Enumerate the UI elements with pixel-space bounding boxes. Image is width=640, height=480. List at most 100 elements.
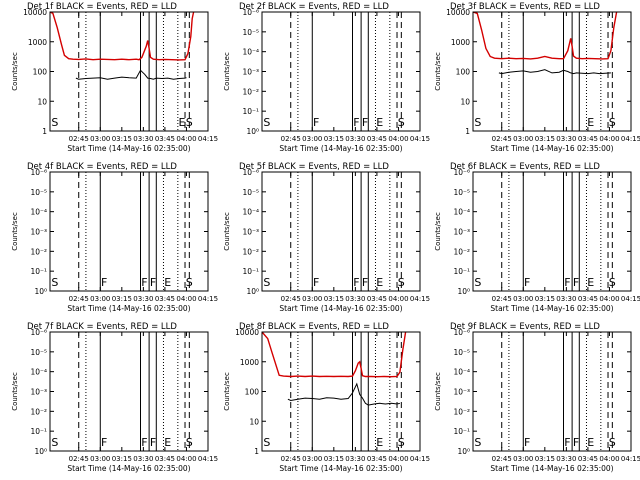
x-tick-label: 03:15: [112, 135, 132, 143]
x-tick-label: 02:45: [69, 455, 89, 463]
region-label: S: [263, 436, 270, 449]
x-tick-label: 04:15: [621, 135, 640, 143]
x-tick-label: 03:45: [155, 295, 175, 303]
region-label: S: [186, 116, 193, 129]
x-tick-label: 04:00: [176, 295, 196, 303]
region-label: S: [398, 436, 405, 449]
x-tick-label: 03:30: [556, 455, 576, 463]
y-tick-label: 10⁻⁶: [30, 168, 47, 177]
y-tick-label: 10000: [446, 8, 470, 17]
region-label: F: [362, 276, 368, 289]
x-tick-label: 03:15: [535, 135, 555, 143]
x-tick-label: 03:30: [345, 135, 365, 143]
x-tick-label: 03:45: [367, 135, 387, 143]
region-label: F: [573, 436, 579, 449]
x-tick-label: 03:30: [133, 455, 153, 463]
region-label: S: [263, 276, 270, 289]
x-tick-label: 03:45: [367, 455, 387, 463]
x-tick-label: 03:30: [345, 295, 365, 303]
y-tick-label: 10⁻⁵: [30, 188, 47, 197]
y-tick-label: 10⁻¹: [242, 107, 259, 116]
y-tick-label: 10⁻¹: [453, 267, 470, 276]
chart-title: Det 9f BLACK = Events, RED = LLD: [450, 322, 600, 332]
y-tick-label: 10⁻¹: [30, 427, 47, 436]
plot-frame: [49, 331, 209, 452]
region-label: S: [609, 276, 616, 289]
x-axis-label: Start Time (14-May-16 02:35:00): [490, 144, 613, 153]
region-label: F: [101, 436, 107, 449]
y-tick-label: 10: [37, 97, 47, 106]
y-tick-label: 10⁻¹: [242, 267, 259, 276]
series-events-line: [287, 382, 401, 406]
plot-frame: [261, 171, 421, 292]
x-tick-label: 02:45: [281, 135, 301, 143]
region-label: E: [587, 276, 594, 289]
plot-frame: [49, 171, 209, 292]
x-tick-label: 03:00: [90, 455, 110, 463]
region-label: S: [609, 116, 616, 129]
region-label: E: [376, 276, 383, 289]
x-axis-label: Start Time (14-May-16 02:35:00): [279, 144, 402, 153]
x-axis-label: Start Time (14-May-16 02:35:00): [490, 304, 613, 313]
x-tick-label: 03:45: [578, 135, 598, 143]
x-tick-label: 03:00: [302, 295, 322, 303]
region-label: S: [51, 116, 58, 129]
y-tick-label: 10⁻³: [30, 388, 47, 397]
y-tick-label: 10⁻¹: [30, 267, 47, 276]
x-tick-label: 03:15: [324, 455, 344, 463]
y-tick-label: 10⁻⁵: [242, 28, 259, 37]
x-tick-label: 03:00: [302, 455, 322, 463]
region-label: F: [564, 436, 570, 449]
y-axis-label: Counts/sec: [11, 372, 19, 411]
x-tick-label: 03:30: [133, 135, 153, 143]
x-tick-label: 04:15: [621, 295, 640, 303]
y-tick-label: 10⁻²: [453, 407, 470, 416]
y-axis-label: Counts/sec: [434, 212, 442, 251]
x-tick-label: 03:15: [324, 295, 344, 303]
x-tick-label: 03:45: [367, 295, 387, 303]
x-tick-label: 03:30: [556, 295, 576, 303]
plot-frame: [472, 11, 632, 132]
y-tick-label: 10⁻³: [242, 228, 259, 237]
y-tick-label: 10⁻⁶: [453, 328, 470, 337]
x-tick-label: 04:15: [198, 135, 218, 143]
series-events-line: [498, 69, 611, 75]
y-axis-label: Counts/sec: [223, 212, 231, 251]
x-tick-label: 04:15: [198, 455, 218, 463]
y-tick-label: 10⁰: [34, 447, 47, 456]
x-tick-label: 03:00: [302, 135, 322, 143]
region-label: S: [398, 116, 405, 129]
x-tick-label: 04:15: [410, 295, 430, 303]
y-axis-label: Counts/sec: [11, 52, 19, 91]
region-label: S: [474, 116, 481, 129]
region-label: E: [164, 436, 171, 449]
y-tick-label: 10⁻⁴: [242, 208, 259, 217]
y-tick-label: 10⁻⁶: [242, 168, 259, 177]
x-axis-label: Start Time (14-May-16 02:35:00): [67, 464, 190, 473]
x-tick-label: 03:00: [90, 135, 110, 143]
region-label: S: [609, 436, 616, 449]
y-tick-label: 10⁰: [246, 287, 259, 296]
x-tick-label: 03:15: [535, 455, 555, 463]
y-tick-label: 10⁻⁶: [453, 168, 470, 177]
x-tick-label: 03:15: [324, 135, 344, 143]
chart-title: Det 6f BLACK = Events, RED = LLD: [450, 162, 600, 172]
region-label: E: [376, 116, 383, 129]
x-tick-label: 02:45: [281, 295, 301, 303]
x-tick-label: 02:45: [281, 455, 301, 463]
x-tick-label: 04:00: [388, 135, 408, 143]
region-label: S: [398, 276, 405, 289]
x-tick-label: 04:00: [388, 455, 408, 463]
region-label: F: [573, 276, 579, 289]
x-tick-label: 03:00: [90, 295, 110, 303]
x-tick-label: 04:00: [599, 455, 619, 463]
plot-frame: [261, 331, 421, 452]
y-tick-label: 100: [33, 68, 48, 77]
x-tick-label: 04:00: [599, 135, 619, 143]
series-lld-line: [261, 331, 407, 378]
x-tick-label: 03:15: [535, 295, 555, 303]
y-tick-label: 10⁻⁴: [242, 48, 259, 57]
x-tick-label: 03:45: [155, 135, 175, 143]
